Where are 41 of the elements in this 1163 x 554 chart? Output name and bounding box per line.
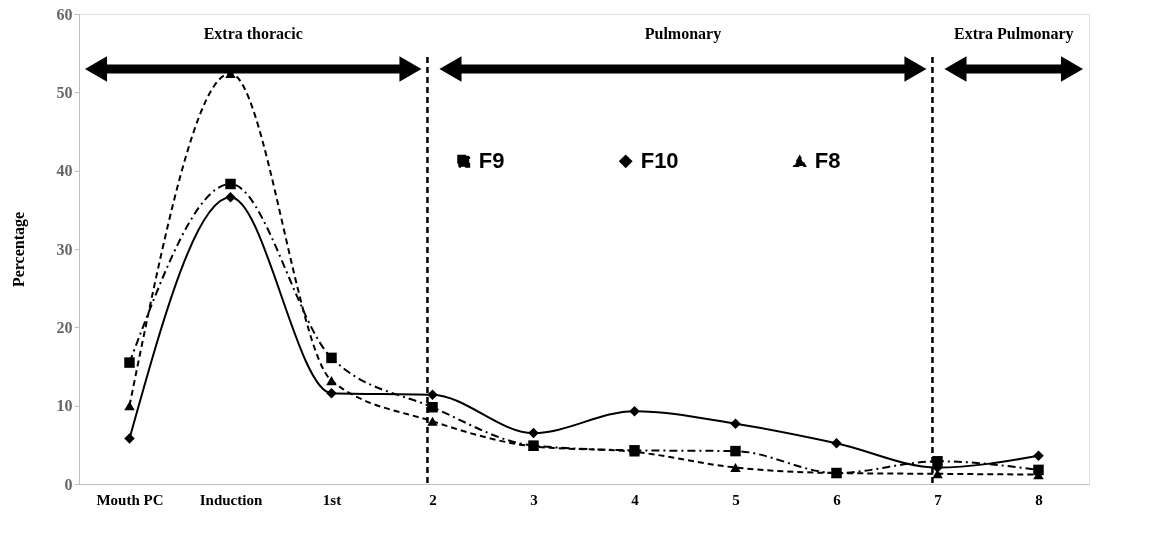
- y-tick-label: 50: [56, 83, 73, 101]
- point: [225, 192, 236, 203]
- point: [730, 418, 741, 429]
- y-tick-label: 10: [56, 397, 73, 415]
- point: [730, 445, 741, 457]
- y-tick-label: 20: [56, 318, 73, 336]
- point: [730, 463, 741, 473]
- legend-label: F10: [640, 148, 679, 174]
- annotation: Extra thoracic: [203, 25, 303, 42]
- y-tick-label: 60: [56, 5, 73, 23]
- x-tick-label: 4: [631, 491, 640, 508]
- y-tick-label: 0: [64, 475, 73, 493]
- y-axis-title: Percentage: [9, 211, 28, 288]
- point: [225, 178, 236, 190]
- x-tick-label: 1st: [322, 491, 342, 508]
- point: [326, 376, 337, 386]
- x-tick-label: 8: [1035, 491, 1043, 508]
- point: [326, 387, 337, 399]
- y-tick-label: 30: [56, 240, 73, 258]
- point: [528, 427, 539, 439]
- annotation: Pulmonary: [644, 25, 722, 43]
- x-tick-label: 3: [530, 491, 538, 508]
- point: [124, 401, 135, 411]
- x-tick-label: Induction: [199, 491, 263, 508]
- x-tick-label: 5: [732, 491, 740, 508]
- y-tick-label: 40: [56, 162, 73, 180]
- point: [326, 352, 337, 364]
- legend-label: F8: [814, 148, 841, 174]
- point: [427, 389, 438, 400]
- point: [124, 357, 135, 368]
- point: [124, 433, 135, 444]
- point: [629, 405, 640, 417]
- point: [427, 416, 438, 426]
- point: [831, 438, 842, 449]
- legend-label: F9: [478, 148, 505, 174]
- point: [1033, 450, 1044, 462]
- x-tick-label: 2: [429, 491, 437, 508]
- x-tick-label: 6: [833, 491, 842, 508]
- annotation: Extra Pulmonary: [953, 25, 1074, 43]
- x-tick-label: Mouth PC: [96, 491, 164, 508]
- x-tick-label: 7: [934, 491, 943, 508]
